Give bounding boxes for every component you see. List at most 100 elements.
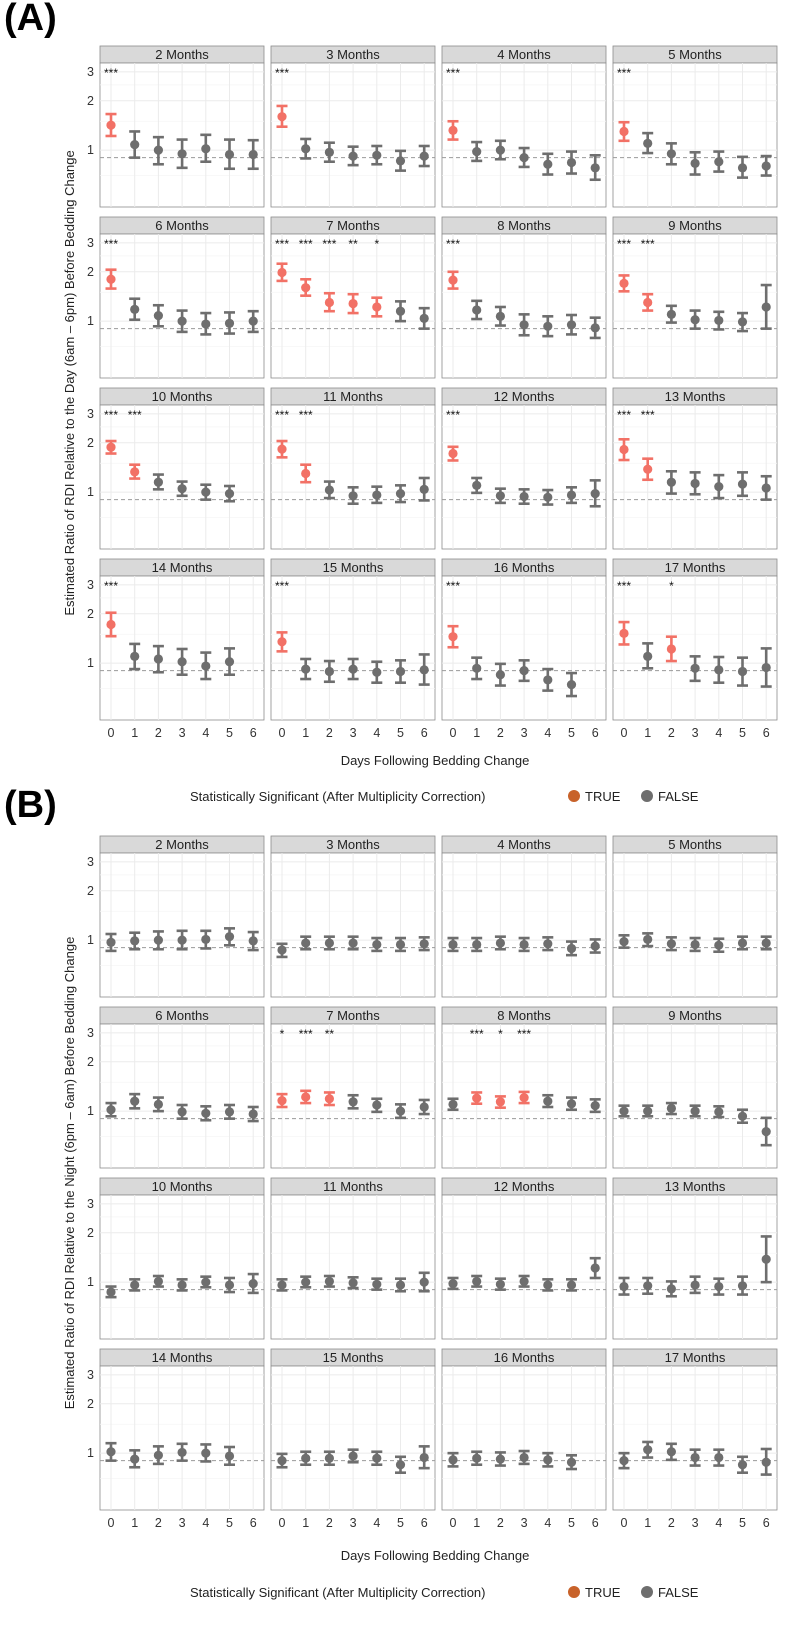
data-point — [666, 1447, 677, 1457]
significance-stars: *** — [446, 66, 460, 80]
data-point — [248, 1278, 258, 1289]
data-point — [224, 657, 235, 667]
facet: 3 Months *** — [270, 45, 436, 208]
data-point — [761, 1457, 771, 1467]
data-point — [519, 666, 529, 676]
facet: 12 Months *** — [441, 387, 607, 550]
significance-stars: * — [669, 579, 674, 593]
data-point — [419, 1277, 429, 1287]
significance-stars: *** — [275, 408, 289, 422]
facet: 4 Months *** — [441, 45, 607, 208]
data-point — [472, 663, 482, 673]
facet-title: 5 Months — [668, 837, 722, 852]
facet: 8 Months*** * *** — [441, 1006, 607, 1169]
data-point — [543, 1280, 553, 1290]
data-point — [690, 158, 700, 169]
data-point — [519, 153, 529, 163]
x-tick-label: 6 — [763, 726, 770, 740]
data-point — [495, 1279, 505, 1289]
x-tick-label: 2 — [155, 1516, 162, 1530]
facet: 7 Months*** *** *** ** * — [270, 216, 436, 379]
facet: 10 Months — [99, 1177, 265, 1340]
legend-swatch-true — [568, 1586, 580, 1598]
data-point — [324, 297, 334, 308]
data-point — [201, 661, 211, 671]
x-tick-label: 4 — [373, 726, 380, 740]
x-tick-label: 0 — [279, 726, 286, 740]
facet-title: 3 Months — [326, 47, 380, 62]
facet: 11 Months — [270, 1177, 436, 1340]
facet-title: 15 Months — [323, 1350, 384, 1365]
facet-title: 6 Months — [155, 1008, 209, 1023]
x-tick-label: 3 — [350, 726, 357, 740]
significance-stars: *** — [275, 237, 289, 251]
data-point — [566, 1099, 577, 1109]
x-tick-label: 6 — [250, 1516, 257, 1530]
facet-title: 16 Months — [494, 1350, 555, 1365]
y-tick-label: 2 — [87, 607, 94, 621]
legend-label-false: FALSE — [658, 789, 699, 804]
x-tick-label: 5 — [397, 1516, 404, 1530]
x-tick-label: 1 — [302, 1516, 309, 1530]
data-point — [324, 1276, 334, 1287]
facet: 3 Months — [270, 835, 436, 998]
y-tick-label: 3 — [87, 407, 94, 421]
facet-title: 12 Months — [494, 1179, 555, 1194]
x-tick-label: 6 — [250, 726, 257, 740]
significance-stars: *** — [517, 1027, 531, 1041]
data-point — [177, 149, 187, 159]
data-point — [690, 315, 700, 325]
data-point — [737, 666, 748, 677]
data-point — [348, 151, 358, 161]
data-point — [643, 934, 653, 945]
data-point — [177, 935, 187, 945]
panel-label: (B) — [4, 784, 57, 826]
data-point — [201, 1277, 211, 1287]
data-point — [348, 298, 358, 309]
data-point — [519, 1276, 529, 1287]
x-tick-label: 5 — [568, 726, 575, 740]
data-point — [619, 628, 629, 638]
data-point — [666, 1103, 677, 1113]
facet: 6 Months *** — [99, 216, 265, 379]
data-point — [372, 1279, 382, 1289]
facet-title: 6 Months — [155, 218, 209, 233]
data-point — [277, 112, 287, 122]
data-point — [761, 1254, 771, 1264]
data-point — [419, 665, 429, 675]
facet-title: 11 Months — [323, 389, 383, 404]
y-tick-label: 3 — [87, 578, 94, 592]
data-point — [153, 1276, 163, 1287]
x-tick-label: 5 — [226, 1516, 233, 1530]
x-tick-label: 3 — [692, 726, 699, 740]
facet-title: 15 Months — [323, 560, 384, 575]
x-tick-label: 6 — [763, 1516, 770, 1530]
data-point — [714, 1107, 724, 1117]
x-tick-label: 2 — [326, 726, 333, 740]
data-point — [643, 138, 653, 148]
x-tick-label: 1 — [644, 726, 651, 740]
y-tick-label: 1 — [87, 143, 94, 157]
data-point — [761, 938, 771, 948]
data-point — [324, 485, 334, 495]
x-tick-label: 0 — [450, 726, 457, 740]
facet-title: 13 Months — [665, 389, 726, 404]
data-point — [248, 316, 258, 326]
data-point — [106, 1447, 116, 1457]
significance-stars: *** — [104, 66, 118, 80]
facet-title: 17 Months — [665, 1350, 726, 1365]
data-point — [690, 939, 700, 950]
significance-stars: *** — [299, 237, 313, 251]
data-point — [348, 938, 358, 948]
y-tick-label: 1 — [87, 1104, 94, 1118]
data-point — [619, 278, 629, 288]
data-point — [590, 488, 600, 499]
x-tick-label: 4 — [202, 726, 209, 740]
facet-title: 10 Months — [152, 389, 213, 404]
data-point — [519, 939, 529, 950]
data-point — [419, 313, 429, 323]
facet: 14 Months 0 1 2 3 4 5 6 — [99, 1348, 265, 1530]
data-point — [566, 320, 577, 330]
x-tick-label: 5 — [397, 726, 404, 740]
data-point — [761, 483, 771, 493]
